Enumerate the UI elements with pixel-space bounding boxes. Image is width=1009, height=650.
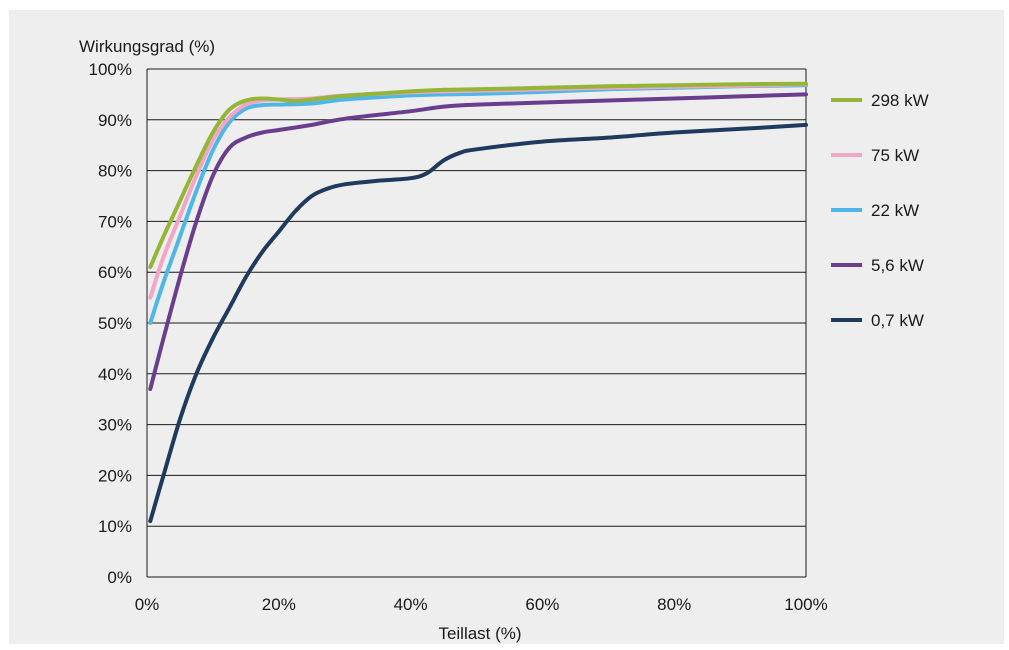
x-tick-labels: 0% 20% 40% 60% 80% 100% [135, 595, 828, 614]
legend-label-75-kw: 75 kW [871, 146, 919, 165]
y-tick-labels: 0% 10% 20% 30% 40% 50% 60% 70% 80% 90% 100% [89, 60, 132, 587]
x-axis-title: Teillast (%) [438, 624, 521, 643]
y-tick-label: 10% [98, 517, 132, 536]
x-tick-label: 60% [525, 595, 559, 614]
legend-label-5-6-kw: 5,6 kW [871, 256, 924, 275]
series-line-0-7-kw [148, 122, 808, 524]
y-tick-label: 0% [107, 568, 132, 587]
legend-label-22-kw: 22 kW [871, 201, 919, 220]
y-axis-title: Wirkungsgrad (%) [79, 37, 215, 56]
x-tick-label: 80% [657, 595, 691, 614]
y-tick-label: 100% [89, 60, 132, 79]
series-line-298-kw [148, 81, 808, 270]
y-tick-label: 70% [98, 212, 132, 231]
y-tick-label: 20% [98, 466, 132, 485]
y-tick-label: 90% [98, 111, 132, 130]
line-chart: Wirkungsgrad (%) 0% 10% 20% 30% 40% 50% 60% 70%… [79, 37, 929, 643]
legend-label-0-7-kw: 0,7 kW [871, 311, 924, 330]
legend-label-298-kw: 298 kW [871, 91, 929, 110]
series-line-22-kw [148, 83, 808, 325]
x-tick-label: 0% [135, 595, 160, 614]
chart-frame: Wirkungsgrad (%) 0% 10% 20% 30% 40% 50% 60% 70%… [9, 10, 1004, 644]
legend: 298 kW 75 kW 22 kW 5,6 kW 0,7 kW [831, 91, 929, 330]
y-tick-label: 50% [98, 314, 132, 333]
series-line-5-6-kw [148, 92, 808, 391]
y-tick-label: 80% [98, 162, 132, 181]
y-tick-label: 60% [98, 263, 132, 282]
y-tick-label: 30% [98, 416, 132, 435]
x-tick-label: 40% [394, 595, 428, 614]
y-tick-label: 40% [98, 365, 132, 384]
x-tick-label: 20% [262, 595, 296, 614]
x-tick-label: 100% [784, 595, 827, 614]
grid-lines [146, 68, 807, 578]
series-lines [148, 81, 808, 524]
series-line-75-kw [148, 82, 808, 300]
